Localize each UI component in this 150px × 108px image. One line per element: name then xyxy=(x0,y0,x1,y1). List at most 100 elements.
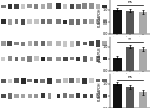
Bar xyxy=(56,19,61,24)
Bar xyxy=(7,41,12,46)
Bar xyxy=(63,20,67,24)
Bar xyxy=(28,41,32,46)
Bar xyxy=(8,4,12,9)
Bar xyxy=(56,79,61,83)
Bar xyxy=(90,57,93,61)
Bar xyxy=(41,93,45,98)
Bar xyxy=(14,94,19,98)
Bar xyxy=(96,79,100,83)
Bar xyxy=(83,56,87,62)
Bar xyxy=(27,56,32,62)
Bar xyxy=(1,94,6,98)
Bar xyxy=(47,41,52,46)
Bar xyxy=(27,4,32,9)
Bar xyxy=(113,58,122,71)
Y-axis label: pPLB/PLB: pPLB/PLB xyxy=(97,46,101,62)
Text: **: ** xyxy=(128,37,132,41)
Bar xyxy=(126,87,134,108)
Bar xyxy=(8,93,12,99)
Bar xyxy=(76,41,80,46)
Bar xyxy=(47,3,52,10)
Bar xyxy=(70,4,74,9)
Bar xyxy=(28,94,32,98)
Bar xyxy=(76,57,80,61)
Bar xyxy=(21,94,25,98)
Bar xyxy=(47,78,52,84)
Bar xyxy=(1,56,5,61)
Bar xyxy=(14,78,19,83)
Bar xyxy=(82,3,87,10)
Bar xyxy=(89,3,94,9)
Bar xyxy=(27,79,32,82)
Bar xyxy=(96,4,100,9)
Bar xyxy=(76,93,80,98)
Bar xyxy=(102,79,107,82)
Bar xyxy=(63,93,67,98)
Bar xyxy=(113,84,122,108)
Bar xyxy=(139,92,147,108)
Bar xyxy=(126,47,134,71)
Bar xyxy=(83,94,87,98)
Bar xyxy=(89,78,94,83)
Bar xyxy=(21,57,25,61)
Bar xyxy=(82,78,87,84)
Bar xyxy=(41,57,45,61)
Bar xyxy=(139,49,147,71)
Bar xyxy=(34,56,39,61)
Bar xyxy=(69,78,74,83)
Bar xyxy=(103,19,107,25)
Bar xyxy=(82,19,87,24)
Bar xyxy=(15,19,18,24)
Bar xyxy=(102,5,107,8)
Bar xyxy=(27,19,32,24)
Bar xyxy=(103,94,107,98)
Bar xyxy=(21,41,25,46)
Bar xyxy=(41,41,45,46)
Bar xyxy=(1,19,6,24)
Bar xyxy=(102,41,107,46)
Text: ns: ns xyxy=(128,75,133,79)
Bar xyxy=(21,19,25,25)
Bar xyxy=(47,19,52,24)
Bar xyxy=(56,57,61,61)
Bar xyxy=(34,94,38,98)
Bar xyxy=(96,93,100,98)
Bar xyxy=(8,79,12,83)
Bar xyxy=(56,41,61,46)
Bar xyxy=(47,57,52,61)
Bar xyxy=(1,5,6,8)
Bar xyxy=(76,19,80,25)
Bar xyxy=(126,11,134,34)
Bar xyxy=(113,10,122,34)
Bar xyxy=(57,94,60,98)
Bar xyxy=(69,19,74,25)
Bar xyxy=(76,78,80,83)
Bar xyxy=(89,41,94,46)
Bar xyxy=(41,4,45,9)
Bar xyxy=(103,57,107,60)
Bar xyxy=(69,94,74,98)
Bar xyxy=(8,56,12,61)
Bar xyxy=(14,4,19,9)
Bar xyxy=(34,41,38,46)
Bar xyxy=(1,79,6,83)
Bar xyxy=(34,4,38,9)
Bar xyxy=(41,19,45,24)
Bar xyxy=(21,78,26,83)
Bar xyxy=(96,19,100,24)
Bar xyxy=(83,42,87,45)
Bar xyxy=(40,79,45,83)
Bar xyxy=(63,57,68,61)
Bar xyxy=(34,19,39,25)
Y-axis label: PLB/GAPDH: PLB/GAPDH xyxy=(97,7,101,27)
Bar xyxy=(89,19,94,24)
Bar xyxy=(96,40,100,47)
Bar xyxy=(56,3,61,10)
Bar xyxy=(96,56,100,62)
Bar xyxy=(63,41,67,47)
Bar xyxy=(14,42,19,45)
Text: ns: ns xyxy=(128,0,133,4)
Bar xyxy=(63,4,67,9)
Bar xyxy=(70,57,74,60)
Bar xyxy=(15,57,18,61)
